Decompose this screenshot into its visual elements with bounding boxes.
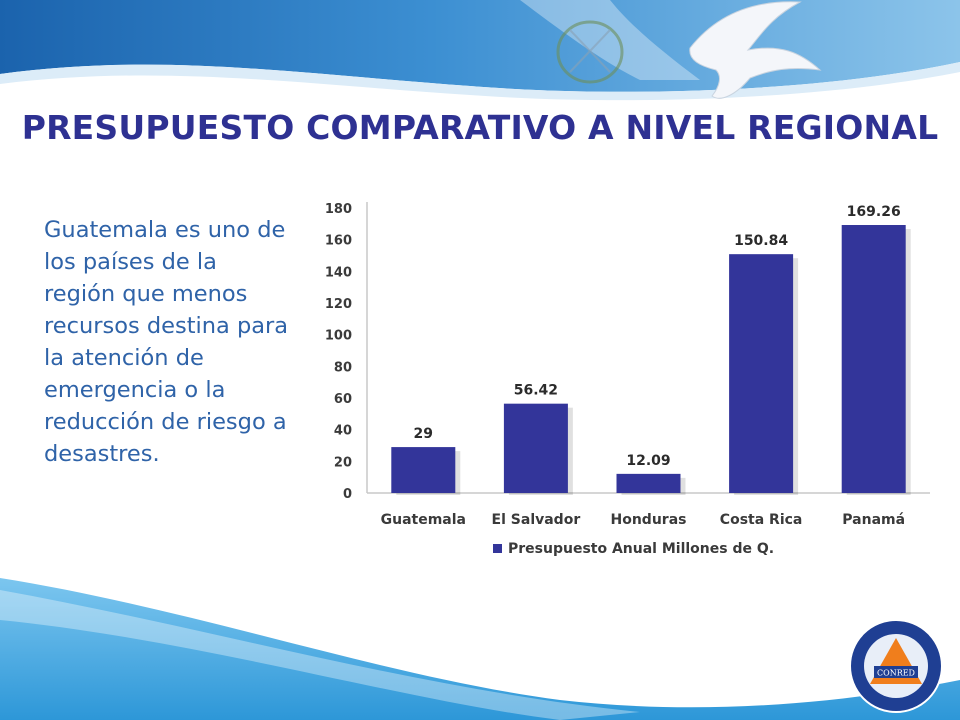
y-tick-label: 0 <box>343 487 352 502</box>
bar <box>841 225 906 493</box>
category-label: Costa Rica <box>720 512 803 528</box>
data-label: 150.84 <box>734 233 788 249</box>
y-tick-label: 100 <box>325 329 352 344</box>
data-label: 56.42 <box>514 383 558 399</box>
bar <box>503 403 568 493</box>
y-tick-label: 140 <box>325 265 352 280</box>
body-paragraph: Guatemala es uno de los países de la reg… <box>44 217 289 467</box>
bar <box>616 473 681 493</box>
category-label: Panamá <box>842 512 905 528</box>
data-label: 29 <box>414 426 433 442</box>
slide-title: PRESUPUESTO COMPARATIVO A NIVEL REGIONAL <box>21 108 939 147</box>
seal-banner <box>874 666 918 678</box>
y-tick-label: 180 <box>325 202 352 217</box>
category-label: El Salvador <box>492 512 581 528</box>
header-wave <box>0 0 960 101</box>
conred-logo: CONRED <box>849 619 943 713</box>
data-label: 12.09 <box>626 453 670 469</box>
footer-wave <box>0 578 960 720</box>
legend-swatch <box>493 544 502 553</box>
data-label: 169.26 <box>847 204 901 220</box>
y-tick-label: 120 <box>325 297 352 312</box>
legend-label: Presupuesto Anual Millones de Q. <box>508 541 774 557</box>
y-tick-label: 80 <box>334 360 352 375</box>
dove-icon <box>689 1 822 99</box>
y-tick-label: 40 <box>334 424 352 439</box>
y-tick-label: 20 <box>334 455 352 470</box>
bar <box>391 447 456 493</box>
y-tick-label: 160 <box>325 234 352 249</box>
bar <box>729 254 794 493</box>
category-label: Guatemala <box>381 512 466 528</box>
seal-center-text: CONRED <box>877 669 915 678</box>
y-tick-label: 60 <box>334 392 352 407</box>
bar-chart: 0 20 40 60 80 100 120 140 160 180 29 Guatemala 56.42… <box>325 202 930 557</box>
category-label: Honduras <box>611 512 687 528</box>
coat-of-arms-icon <box>556 20 624 84</box>
